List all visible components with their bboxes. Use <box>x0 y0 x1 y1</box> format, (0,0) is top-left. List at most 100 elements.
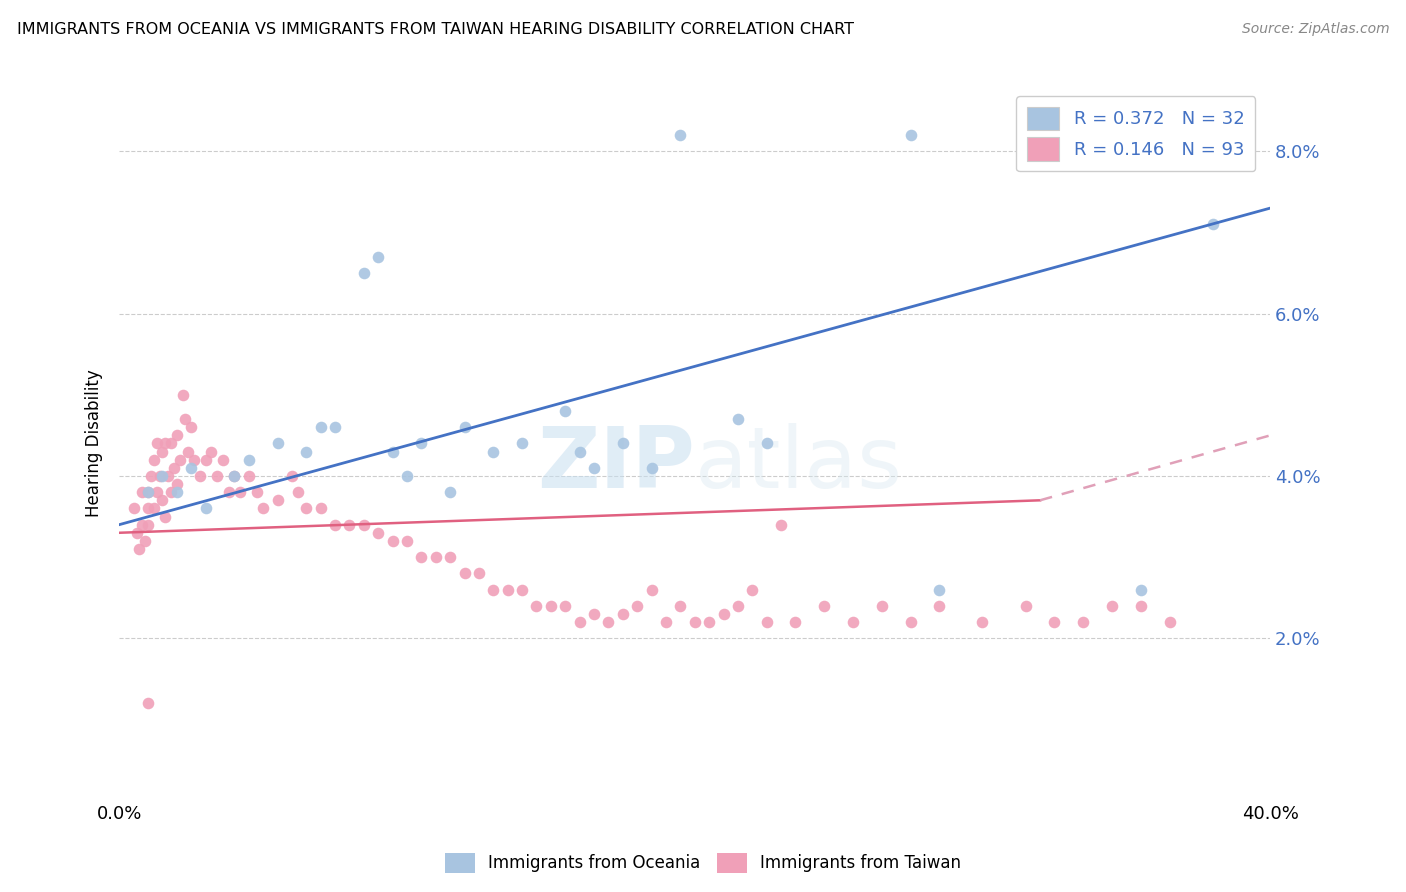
Point <box>212 452 235 467</box>
Text: atlas: atlas <box>695 424 903 507</box>
Point <box>928 599 950 613</box>
Point <box>683 615 706 629</box>
Legend: Immigrants from Oceania, Immigrants from Taiwan: Immigrants from Oceania, Immigrants from… <box>439 847 967 880</box>
Point <box>266 436 288 450</box>
Point <box>395 469 418 483</box>
Point <box>309 501 332 516</box>
Text: ZIP: ZIP <box>537 424 695 507</box>
Point <box>194 452 217 467</box>
Point <box>655 615 678 629</box>
Point <box>972 615 994 629</box>
Point <box>1071 615 1094 629</box>
Point <box>145 436 167 450</box>
Point <box>238 452 260 467</box>
Point <box>136 696 159 710</box>
Point <box>224 469 246 483</box>
Point <box>183 452 205 467</box>
Point <box>425 550 447 565</box>
Point <box>287 485 309 500</box>
Point <box>177 444 200 458</box>
Point <box>842 615 865 629</box>
Point <box>381 533 404 548</box>
Point <box>134 533 156 548</box>
Point <box>281 469 304 483</box>
Point <box>510 436 533 450</box>
Point <box>411 550 433 565</box>
Point <box>583 607 606 621</box>
Point <box>813 599 835 613</box>
Point <box>309 420 332 434</box>
Legend: R = 0.372   N = 32, R = 0.146   N = 93: R = 0.372 N = 32, R = 0.146 N = 93 <box>1017 96 1256 171</box>
Point <box>727 599 749 613</box>
Point <box>131 517 153 532</box>
Point <box>180 420 202 434</box>
Point <box>785 615 807 629</box>
Point <box>468 566 491 581</box>
Point <box>180 460 202 475</box>
Point <box>139 469 162 483</box>
Point <box>526 599 548 613</box>
Point <box>439 550 461 565</box>
Text: IMMIGRANTS FROM OCEANIA VS IMMIGRANTS FROM TAIWAN HEARING DISABILITY CORRELATION: IMMIGRANTS FROM OCEANIA VS IMMIGRANTS FR… <box>17 22 853 37</box>
Point <box>194 501 217 516</box>
Point <box>554 404 576 418</box>
Point <box>496 582 519 597</box>
Point <box>238 469 260 483</box>
Point <box>266 493 288 508</box>
Point <box>439 485 461 500</box>
Point <box>295 501 318 516</box>
Point <box>148 469 170 483</box>
Point <box>568 444 591 458</box>
Point <box>142 501 165 516</box>
Point <box>482 582 505 597</box>
Point <box>188 469 211 483</box>
Point <box>169 452 191 467</box>
Point <box>367 250 389 264</box>
Point <box>510 582 533 597</box>
Point <box>224 469 246 483</box>
Point <box>568 615 591 629</box>
Point <box>612 436 634 450</box>
Point <box>1101 599 1123 613</box>
Text: Source: ZipAtlas.com: Source: ZipAtlas.com <box>1241 22 1389 37</box>
Point <box>229 485 252 500</box>
Point <box>145 485 167 500</box>
Point <box>755 436 778 450</box>
Point <box>554 599 576 613</box>
Point <box>453 420 475 434</box>
Point <box>713 607 735 621</box>
Point <box>453 566 475 581</box>
Point <box>1159 615 1181 629</box>
Point <box>155 436 177 450</box>
Point <box>900 615 922 629</box>
Point <box>157 469 180 483</box>
Point <box>870 599 893 613</box>
Point <box>166 428 188 442</box>
Point <box>122 501 145 516</box>
Point <box>381 444 404 458</box>
Point <box>482 444 505 458</box>
Point <box>353 266 375 280</box>
Point <box>583 460 606 475</box>
Point <box>669 599 692 613</box>
Point <box>626 599 648 613</box>
Point <box>295 444 318 458</box>
Point <box>640 582 662 597</box>
Point <box>900 128 922 142</box>
Point <box>128 541 150 556</box>
Point <box>142 452 165 467</box>
Point <box>174 412 197 426</box>
Point <box>640 460 662 475</box>
Point <box>1014 599 1036 613</box>
Point <box>598 615 620 629</box>
Point <box>770 517 793 532</box>
Point <box>160 485 183 500</box>
Point <box>152 444 174 458</box>
Point <box>1129 599 1152 613</box>
Point <box>136 501 159 516</box>
Point <box>612 607 634 621</box>
Point <box>928 582 950 597</box>
Point <box>125 525 148 540</box>
Point <box>205 469 228 483</box>
Point <box>1043 615 1066 629</box>
